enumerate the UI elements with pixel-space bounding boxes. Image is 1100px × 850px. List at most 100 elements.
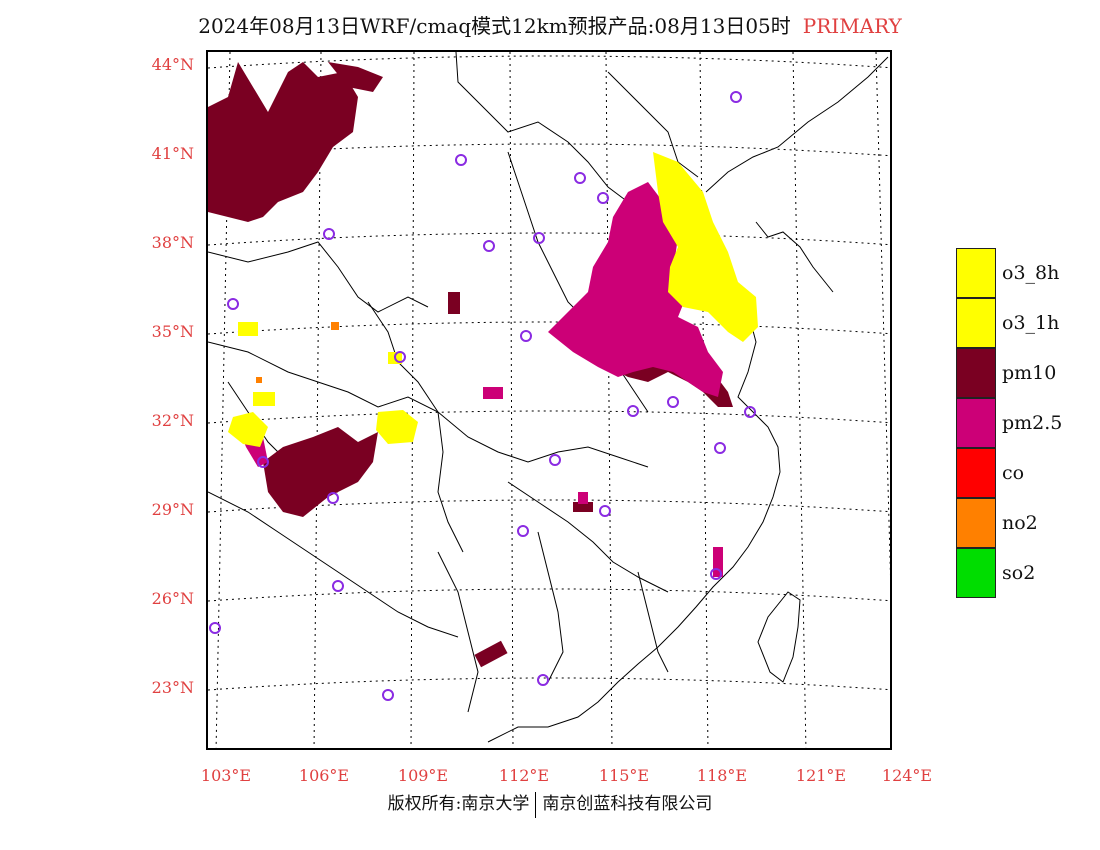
o3-region-coast	[653, 152, 758, 342]
lon-line-103	[215, 52, 231, 748]
legend-item-so2: so2	[956, 548, 1096, 598]
legend-swatch	[956, 298, 996, 348]
legend-item-o3-8h: o3_8h	[956, 248, 1096, 298]
station-marker	[257, 456, 269, 468]
primary-tag: PRIMARY	[802, 14, 902, 38]
pm25-patch-3	[578, 492, 588, 504]
lat-label-32: 32°N	[151, 411, 194, 430]
lon-label-103: 103°E	[200, 766, 252, 785]
station-marker	[730, 91, 742, 103]
station-marker	[327, 492, 339, 504]
pm10-region-top	[328, 62, 383, 92]
station-marker	[483, 240, 495, 252]
legend-label: no2	[1002, 512, 1038, 534]
legend-swatch	[956, 498, 996, 548]
station-marker	[382, 689, 394, 701]
legend-swatch	[956, 448, 996, 498]
lat-line-23	[208, 677, 890, 691]
province-line-j	[637, 571, 669, 673]
lat-label-38: 38°N	[151, 233, 194, 252]
lat-label-29: 29°N	[151, 500, 194, 519]
taiwan-outline	[757, 591, 801, 683]
legend-label: o3_8h	[1002, 262, 1060, 284]
lon-line-124	[875, 52, 890, 576]
lon-label-109: 109°E	[397, 766, 449, 785]
boundary-lines	[208, 52, 889, 743]
legend-item-no2: no2	[956, 498, 1096, 548]
province-line-d	[208, 491, 459, 638]
pm25-patch-1	[483, 387, 503, 399]
pollutant-legend: o3_8h o3_1h pm10 pm2.5 co no2 so2	[956, 248, 1096, 598]
lon-line-121	[792, 52, 807, 748]
pm25-patch-2	[713, 547, 723, 577]
no2-patch-1	[331, 322, 339, 330]
lat-line-38	[208, 232, 890, 246]
footer-separator	[535, 791, 537, 818]
province-line-g	[507, 481, 669, 593]
station-marker	[533, 232, 545, 244]
legend-item-co: co	[956, 448, 1096, 498]
legend-label: pm2.5	[1002, 412, 1063, 434]
lon-label-106: 106°E	[298, 766, 350, 785]
legend-item-pm25: pm2.5	[956, 398, 1096, 448]
lat-label-23: 23°N	[151, 678, 194, 697]
station-marker	[599, 505, 611, 517]
pm10-region-northwest	[208, 62, 358, 222]
station-marker	[597, 192, 609, 204]
lat-label-35: 35°N	[151, 322, 194, 341]
pm10-region-southwest	[263, 427, 378, 517]
legend-item-pm10: pm10	[956, 348, 1096, 398]
no2-field	[256, 322, 339, 383]
province-line-k	[607, 71, 699, 178]
o3-patch-1	[238, 322, 258, 336]
legend-swatch	[956, 548, 996, 598]
lat-line-32	[208, 410, 890, 424]
legend-swatch	[956, 248, 996, 298]
station-marker	[627, 405, 639, 417]
company-text: 南京创蓝科技有限公司	[542, 794, 713, 814]
lon-line-118	[699, 52, 709, 748]
lon-label-124: 124°E	[881, 766, 933, 785]
station-marker	[332, 580, 344, 592]
station-marker	[714, 442, 726, 454]
station-marker	[323, 228, 335, 240]
lon-line-115	[605, 52, 613, 748]
station-markers	[209, 91, 756, 701]
lat-label-26: 26°N	[151, 589, 194, 608]
o3-region-central	[376, 410, 418, 444]
copyright-footer: 版权所有:南京大学 南京创蓝科技有限公司	[0, 789, 1100, 818]
o3-field	[228, 152, 758, 447]
map-panel	[206, 50, 892, 750]
lon-label-112: 112°E	[498, 766, 550, 785]
legend-label: o3_1h	[1002, 312, 1060, 334]
lon-line-106	[313, 52, 322, 748]
lat-line-35	[208, 321, 890, 335]
station-marker	[574, 172, 586, 184]
copyright-text: 版权所有:南京大学	[387, 794, 530, 814]
lon-label-118: 118°E	[696, 766, 748, 785]
station-marker	[209, 622, 221, 634]
province-line-i	[437, 551, 479, 713]
legend-swatch	[956, 348, 996, 398]
lat-line-26	[208, 588, 890, 602]
map-title: 2024年08月13日WRF/cmaq模式12km预报产品:08月13日05时 P…	[0, 10, 1100, 39]
station-marker	[549, 454, 561, 466]
province-line-h	[537, 531, 564, 683]
pm10-patch-1	[474, 640, 508, 668]
o3-patch-2	[253, 392, 275, 406]
legend-swatch	[956, 398, 996, 448]
title-text: 2024年08月13日WRF/cmaq模式12km预报产品:08月13日05时	[198, 14, 791, 38]
station-marker	[455, 154, 467, 166]
station-marker	[537, 674, 549, 686]
station-marker	[520, 330, 532, 342]
pm25-region-north-china	[548, 182, 723, 397]
lat-label-44: 44°N	[151, 55, 194, 74]
legend-label: co	[1002, 462, 1025, 484]
province-line-b	[208, 241, 429, 313]
lon-label-121: 121°E	[795, 766, 847, 785]
legend-label: pm10	[1002, 362, 1057, 384]
pm10-patch-3	[448, 292, 460, 314]
legend-item-o3-1h: o3_1h	[956, 298, 1096, 348]
station-marker	[517, 525, 529, 537]
station-marker	[227, 298, 239, 310]
